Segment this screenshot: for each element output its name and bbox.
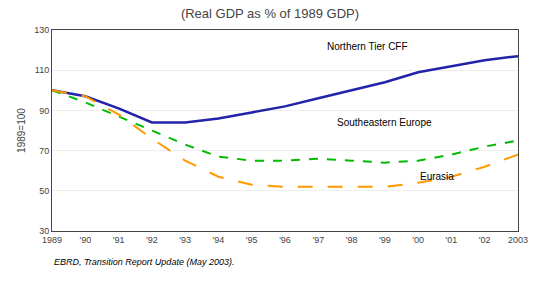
svg-text:'99: '99 <box>379 235 391 245</box>
svg-text:Northern Tier CFF: Northern Tier CFF <box>327 41 408 52</box>
svg-text:Southeastern Europe: Southeastern Europe <box>337 117 432 128</box>
svg-text:'90: '90 <box>79 235 91 245</box>
svg-text:'91: '91 <box>113 235 125 245</box>
svg-text:70: 70 <box>39 146 49 156</box>
svg-text:'97: '97 <box>312 235 324 245</box>
svg-text:50: 50 <box>39 186 49 196</box>
svg-text:110: 110 <box>35 65 49 75</box>
svg-text:'01: '01 <box>446 235 458 245</box>
svg-text:'94: '94 <box>213 235 225 245</box>
svg-text:30: 30 <box>39 226 49 236</box>
svg-text:90: 90 <box>39 106 49 116</box>
svg-text:'00: '00 <box>412 235 424 245</box>
svg-text:'96: '96 <box>279 235 291 245</box>
svg-text:130: 130 <box>34 25 49 35</box>
svg-text:'95: '95 <box>246 235 258 245</box>
svg-text:'98: '98 <box>346 235 358 245</box>
svg-text:(Real GDP as % of 1989 GDP): (Real GDP as % of 1989 GDP) <box>181 6 359 21</box>
svg-text:EBRD, Transition Report Update: EBRD, Transition Report Update (May 2003… <box>54 257 234 267</box>
svg-text:2003: 2003 <box>508 235 528 245</box>
svg-text:Eurasia: Eurasia <box>420 171 454 182</box>
svg-text:'93: '93 <box>179 235 191 245</box>
svg-text:'02: '02 <box>479 235 491 245</box>
svg-text:1989=100: 1989=100 <box>16 108 27 153</box>
svg-text:1989: 1989 <box>42 235 62 245</box>
svg-text:'92: '92 <box>146 235 158 245</box>
